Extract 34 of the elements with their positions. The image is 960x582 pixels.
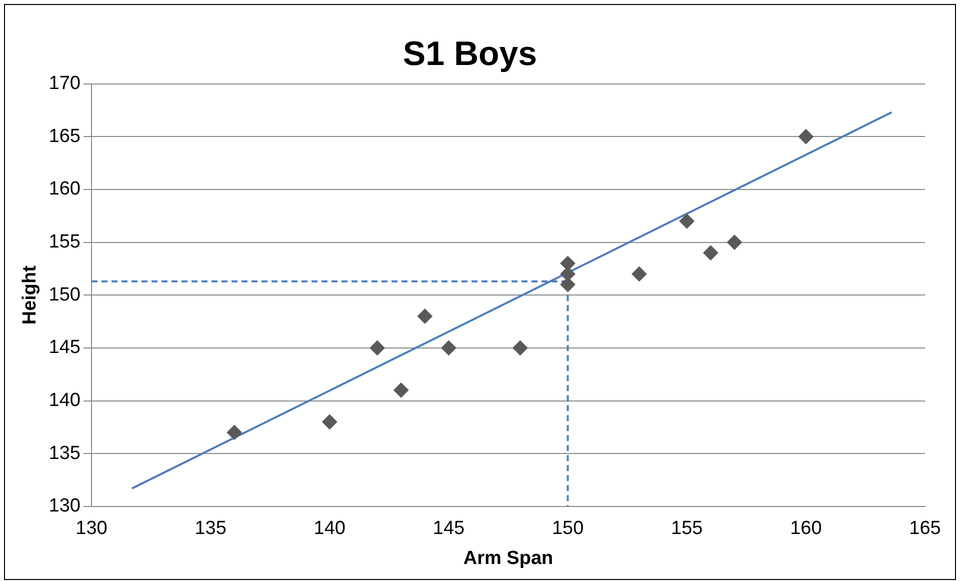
x-tick-label: 130	[76, 518, 108, 540]
x-tick-label: 135	[194, 518, 226, 540]
x-tick-label: 160	[790, 518, 822, 540]
x-tick-label: 165	[909, 518, 941, 540]
point	[394, 382, 409, 398]
point	[632, 266, 647, 282]
point	[560, 256, 576, 271]
point	[370, 340, 385, 356]
x-tick-label: 145	[432, 518, 465, 540]
x-tick-label: 155	[671, 518, 703, 540]
point	[512, 340, 528, 356]
point	[441, 340, 456, 356]
point	[560, 277, 576, 292]
point	[703, 245, 718, 260]
y-tick-label: 160	[48, 178, 80, 200]
chart-title: S1 Boys	[402, 34, 538, 73]
x-tick-label: 140	[314, 518, 346, 540]
point	[679, 214, 694, 229]
y-tick-label: 170	[48, 73, 80, 94]
y-tick-label: 135	[48, 442, 80, 464]
x-axis-title: Arm Span	[463, 548, 554, 569]
point	[417, 308, 432, 324]
point	[798, 129, 814, 144]
point	[322, 414, 338, 430]
y-tick-label: 150	[48, 284, 80, 306]
y-tick-label: 165	[48, 126, 80, 147]
x-tick-label: 150	[552, 518, 584, 540]
y-tick-label: 155	[48, 232, 80, 253]
y-tick-label: 130	[48, 496, 80, 517]
y-tick-label: 145	[48, 337, 80, 358]
point	[226, 424, 242, 440]
point	[726, 234, 742, 250]
y-axis-title: Height	[20, 264, 41, 325]
y-tick-label: 140	[48, 390, 80, 411]
